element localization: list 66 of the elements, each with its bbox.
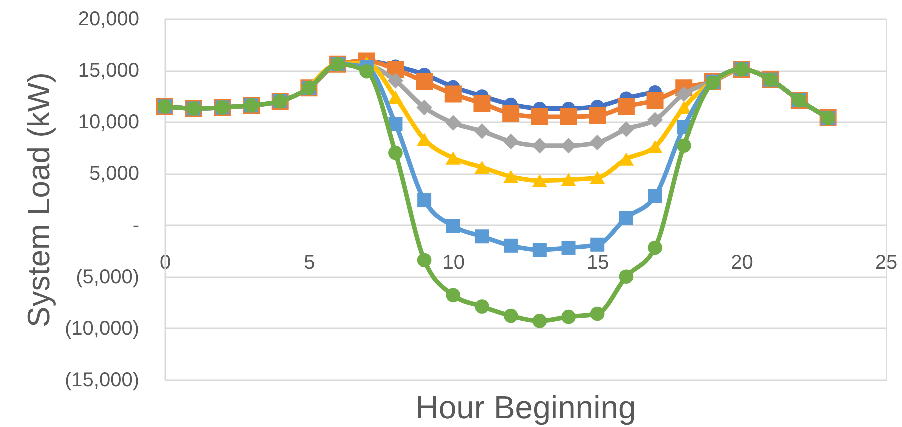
x-tick-label: 5 — [304, 252, 316, 274]
point — [532, 174, 548, 188]
point — [416, 100, 432, 116]
x-tick-label: 20 — [731, 252, 754, 274]
point — [560, 108, 578, 126]
point — [360, 64, 374, 79]
point — [474, 95, 491, 112]
point — [619, 270, 634, 284]
point — [648, 240, 662, 256]
point — [676, 86, 692, 102]
point — [502, 105, 520, 122]
point — [647, 112, 664, 128]
point — [648, 140, 663, 154]
point — [503, 134, 519, 150]
point — [619, 211, 634, 226]
point — [590, 306, 605, 322]
point — [388, 90, 404, 104]
x-tick-label: 25 — [875, 252, 898, 274]
point — [503, 170, 519, 184]
x-tick-label: 10 — [442, 252, 466, 274]
point — [446, 219, 460, 234]
point — [475, 230, 490, 244]
point — [504, 308, 518, 324]
point — [618, 98, 635, 116]
point — [532, 138, 548, 154]
point — [676, 138, 692, 154]
y-tick-label: (10,000) — [65, 318, 140, 340]
point — [388, 117, 403, 132]
point — [676, 101, 692, 114]
point — [648, 189, 662, 204]
x-tick-label: 15 — [586, 252, 610, 274]
point — [590, 238, 605, 252]
point — [562, 240, 576, 255]
y-tick-label: 5,000 — [89, 163, 140, 186]
point — [562, 310, 576, 324]
x-axis-title: Hour Beginning — [416, 390, 636, 426]
point — [504, 238, 518, 253]
point — [475, 300, 490, 314]
point — [532, 314, 548, 328]
y-tick-label: (15,000) — [65, 370, 140, 392]
point — [474, 160, 490, 174]
point — [416, 73, 434, 90]
point — [446, 288, 461, 303]
point — [531, 108, 548, 126]
point — [590, 171, 606, 184]
point — [388, 73, 404, 89]
point — [388, 146, 403, 160]
y-tick-label: 20,000 — [78, 8, 140, 30]
point — [446, 152, 461, 165]
point — [418, 194, 432, 208]
point — [446, 115, 462, 132]
point — [589, 107, 606, 124]
y-tick-label: - — [132, 214, 140, 237]
point — [590, 134, 606, 151]
point — [561, 173, 576, 186]
y-tick-label: 10,000 — [78, 112, 140, 134]
point — [417, 253, 432, 268]
point — [618, 121, 634, 138]
y-axis-title: System Load (kW) — [22, 72, 56, 328]
point — [444, 86, 462, 103]
point — [618, 152, 634, 166]
y-tick-label: 15,000 — [78, 60, 140, 82]
point — [474, 124, 490, 140]
y-tick-label: (5,000) — [76, 266, 140, 288]
point — [646, 92, 664, 109]
point — [532, 243, 547, 258]
